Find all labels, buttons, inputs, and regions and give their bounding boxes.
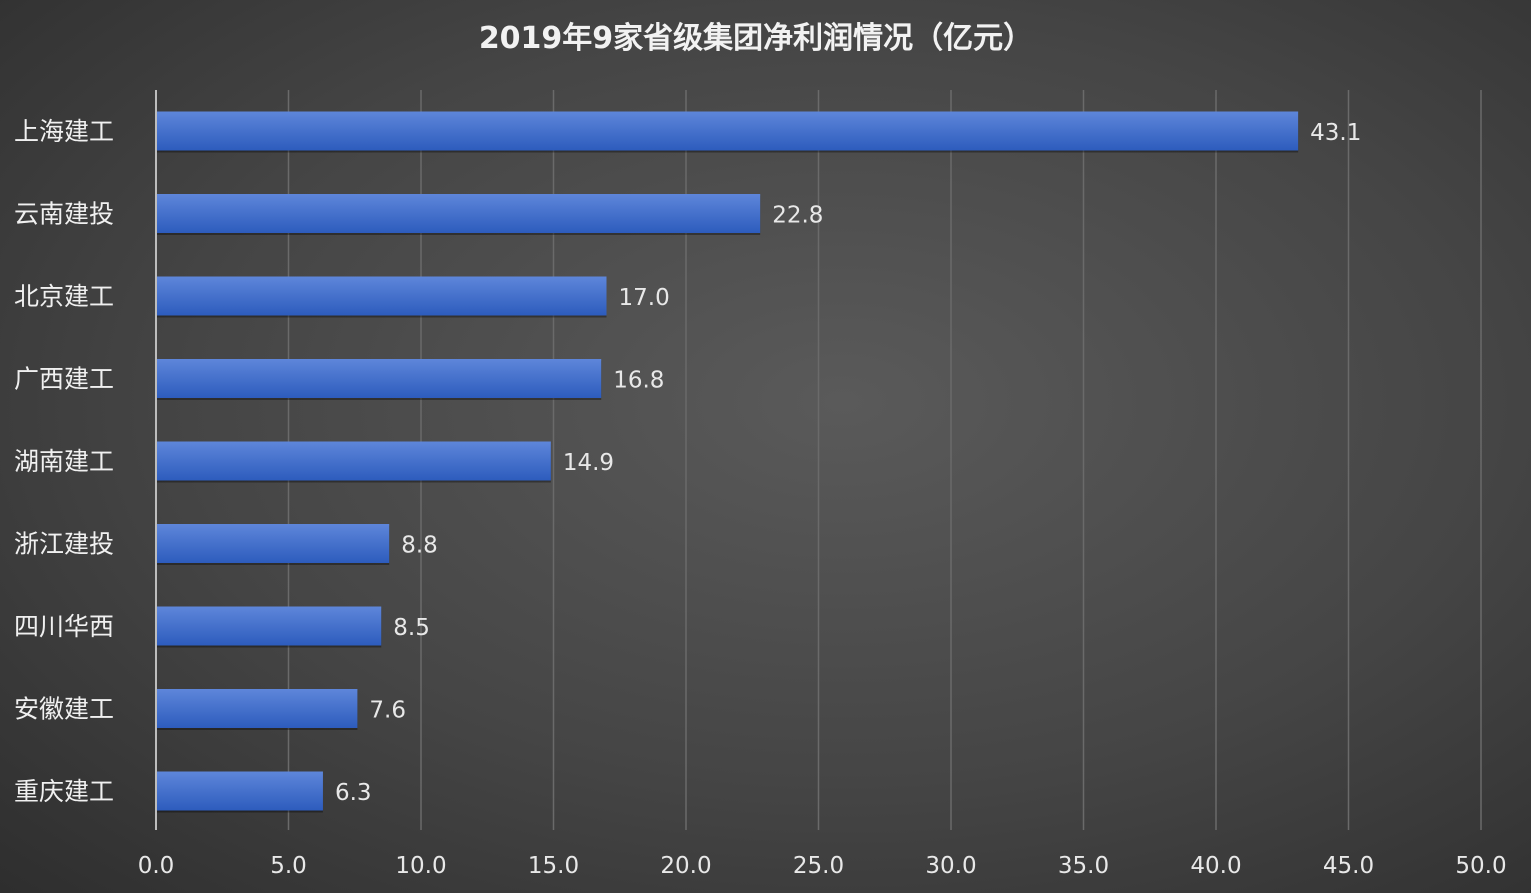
data-label: 6.3 — [335, 780, 372, 806]
x-tick-label: 50.0 — [1455, 853, 1506, 879]
x-tick-label: 15.0 — [528, 853, 579, 879]
x-tick-label: 45.0 — [1323, 853, 1374, 879]
data-label: 8.5 — [393, 615, 430, 641]
bar — [156, 524, 390, 563]
category-label: 上海建工 — [14, 117, 114, 146]
data-label: 8.8 — [401, 533, 438, 559]
category-label: 重庆建工 — [14, 777, 114, 806]
data-label: 16.8 — [613, 368, 664, 394]
category-label: 广西建工 — [14, 365, 114, 394]
category-label: 北京建工 — [14, 282, 114, 311]
x-tick-label: 10.0 — [395, 853, 446, 879]
category-label: 浙江建投 — [14, 530, 114, 559]
bar — [156, 276, 607, 316]
bar — [156, 771, 323, 811]
category-label: 云南建投 — [14, 200, 114, 229]
data-label: 14.9 — [563, 450, 614, 476]
data-label: 17.0 — [619, 285, 670, 311]
x-tick-label: 0.0 — [138, 853, 175, 879]
bar — [156, 111, 1299, 151]
x-tick-label: 35.0 — [1058, 853, 1109, 879]
bar — [156, 441, 551, 481]
category-label: 四川华西 — [14, 612, 114, 641]
x-tick-label: 5.0 — [270, 853, 307, 879]
category-label: 湖南建工 — [14, 447, 114, 476]
chart-title: 2019年9家省级集团净利润情况（亿元） — [479, 21, 1033, 56]
data-label: 7.6 — [369, 698, 406, 724]
data-label: 43.1 — [1310, 120, 1361, 146]
bar — [156, 689, 358, 728]
bar — [156, 359, 602, 398]
x-tick-label: 25.0 — [793, 853, 844, 879]
x-tick-label: 30.0 — [925, 853, 976, 879]
bar — [156, 606, 382, 646]
bar — [156, 194, 761, 233]
category-label: 安徽建工 — [14, 695, 114, 724]
x-tick-label: 40.0 — [1190, 853, 1241, 879]
data-label: 22.8 — [772, 203, 823, 229]
x-tick-label: 20.0 — [660, 853, 711, 879]
